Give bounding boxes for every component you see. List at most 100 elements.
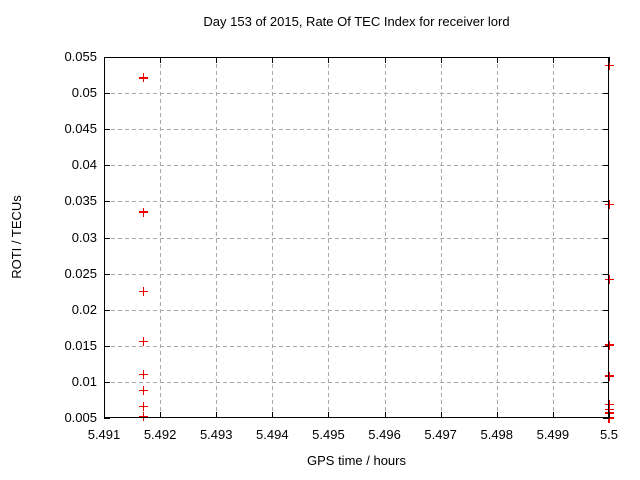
data-point [138, 73, 148, 83]
y-gridline [104, 381, 609, 383]
y-tick-mark [603, 273, 609, 275]
data-point [138, 207, 148, 217]
x-tick-mark [328, 412, 330, 418]
data-point-v-arm [608, 413, 610, 423]
y-tick-mark [603, 129, 609, 131]
x-tick-mark [496, 57, 498, 63]
x-tick-mark [496, 412, 498, 418]
x-tick-label: 5.499 [536, 427, 570, 442]
y-tick-mark [603, 93, 609, 95]
y-gridline [104, 345, 609, 347]
data-point [604, 399, 614, 409]
data-point-v-arm [142, 207, 145, 217]
y-tick-mark [104, 201, 110, 203]
y-tick-mark [603, 418, 609, 419]
x-tick-mark [272, 57, 274, 63]
x-tick-mark [609, 412, 610, 418]
y-tick-label: 0.045 [64, 121, 97, 137]
y-tick-label: 0.04 [71, 157, 97, 173]
x-tick-label: 5.491 [87, 427, 121, 442]
y-tick-label: 0.035 [64, 193, 97, 209]
chart-title: Day 153 of 2015, Rate Of TEC Index for r… [203, 14, 510, 29]
data-point [604, 274, 614, 284]
x-tick-mark [440, 57, 442, 63]
y-tick-mark [104, 273, 110, 275]
x-tick-mark [384, 57, 386, 63]
y-gridline [104, 129, 609, 131]
plot-area [104, 57, 614, 423]
data-point [604, 340, 614, 350]
x-tick-label: 5.5 [599, 427, 619, 442]
x-tick-mark [552, 412, 554, 418]
y-tick-mark [104, 237, 110, 239]
y-tick-mark [603, 381, 609, 383]
y-tick-label: 0.05 [71, 85, 97, 101]
y-tick-mark [104, 93, 110, 95]
y-tick-label: 0.015 [64, 337, 97, 353]
data-point [138, 401, 148, 411]
y-gridline [104, 237, 609, 239]
y-tick-label: 0.055 [64, 49, 97, 64]
x-tick-mark [160, 57, 162, 63]
y-tick-mark [104, 57, 110, 58]
y-tick-mark [104, 381, 110, 383]
data-point [604, 199, 614, 209]
y-gridline [104, 309, 609, 311]
x-tick-mark [216, 412, 218, 418]
data-point-v-arm [142, 73, 145, 83]
x-tick-mark [552, 57, 554, 63]
y-tick-mark [104, 129, 110, 131]
x-tick-mark [328, 57, 330, 63]
y-gridline [104, 201, 609, 203]
y-tick-mark [603, 237, 609, 239]
data-point [138, 287, 148, 297]
y-tick-mark [104, 418, 110, 419]
y-tick-label: 0.02 [71, 301, 97, 317]
data-point-v-arm [142, 336, 145, 346]
data-point [138, 336, 148, 346]
data-point-v-arm [608, 399, 610, 409]
y-gridline [104, 165, 609, 167]
x-tick-mark [160, 412, 162, 418]
y-gridline [104, 273, 609, 275]
data-point [604, 371, 614, 381]
y-tick-mark [603, 201, 609, 203]
x-tick-mark [216, 57, 218, 63]
data-point-v-arm [608, 274, 610, 284]
x-tick-label: 5.497 [424, 427, 457, 442]
x-axis-label: GPS time / hours [307, 453, 406, 468]
data-point-v-arm [142, 412, 145, 422]
y-tick-mark [603, 165, 609, 167]
y-tick-mark [603, 345, 609, 347]
x-tick-mark [440, 412, 442, 418]
data-point [138, 370, 148, 380]
y-tick-mark [104, 309, 110, 311]
x-tick-label: 5.494 [256, 427, 289, 442]
data-point-v-arm [608, 61, 610, 71]
data-point-v-arm [608, 371, 610, 381]
data-point-v-arm [608, 340, 610, 350]
y-tick-label: 0.03 [71, 229, 97, 245]
y-tick-mark [603, 57, 609, 58]
x-tick-label: 5.492 [143, 427, 177, 442]
y-gridline [104, 93, 609, 95]
x-tick-mark [609, 57, 610, 63]
x-tick-label: 5.496 [368, 427, 401, 442]
y-tick-mark [104, 345, 110, 347]
data-point-v-arm [142, 401, 145, 411]
data-point-v-arm [142, 370, 145, 380]
data-point [138, 386, 148, 396]
x-tick-label: 5.495 [312, 427, 345, 442]
x-tick-label: 5.498 [480, 427, 514, 442]
data-point-v-arm [142, 287, 145, 297]
y-tick-mark [603, 309, 609, 311]
x-tick-mark [272, 412, 274, 418]
data-point [604, 413, 614, 423]
data-point [604, 61, 614, 71]
data-point-v-arm [608, 199, 610, 209]
y-tick-label: 0.01 [71, 373, 97, 389]
data-point-v-arm [142, 386, 145, 396]
x-tick-label: 5.493 [199, 427, 233, 442]
data-point [138, 412, 148, 422]
